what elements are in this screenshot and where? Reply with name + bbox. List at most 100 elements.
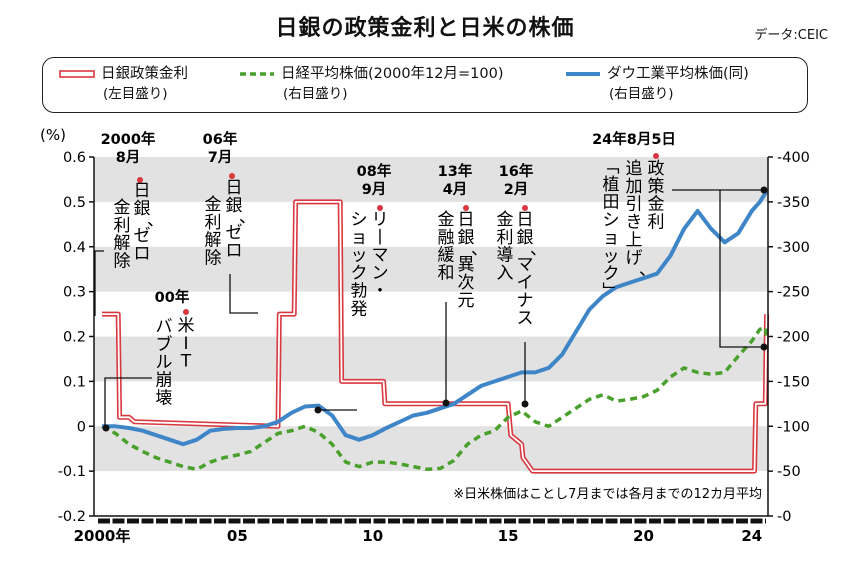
legend-swatch-rate: [59, 70, 95, 78]
x-tick-label: 24: [741, 527, 762, 545]
svg-text:金: 金: [648, 195, 665, 215]
svg-text:除: 除: [114, 252, 131, 272]
right-tick-label: -250: [777, 285, 810, 301]
annotation-label-06-jul: 06年: [203, 130, 238, 148]
svg-text:T: T: [180, 352, 192, 372]
legend-sub-rate: (左目盛り): [103, 86, 168, 102]
right-tick-label: -300: [777, 240, 810, 256]
svg-text:策: 策: [648, 177, 665, 197]
svg-text:ョ: ョ: [351, 228, 368, 248]
svg-text:上: 上: [626, 230, 643, 250]
source-note: データ:CEIC: [754, 28, 828, 43]
legend-item-dow: ダウ工業平均株価(同) (右目盛り): [565, 64, 749, 104]
svg-text:マ: マ: [517, 255, 534, 275]
svg-text:利: 利: [205, 213, 222, 233]
left-tick-label: -0.2: [58, 509, 86, 525]
right-tick-label: -400: [777, 150, 810, 166]
svg-text:イ: イ: [517, 273, 534, 293]
svg-text:ロ: ロ: [226, 241, 243, 261]
svg-text:発: 発: [351, 299, 368, 319]
svg-text:勃: 勃: [351, 281, 368, 301]
svg-text:入: 入: [497, 264, 514, 284]
chart-title: 日銀の政策金利と日米の株価: [275, 16, 575, 41]
svg-text:ク: ク: [603, 264, 620, 284]
annotation-dot: [522, 205, 528, 211]
svg-text:I: I: [183, 334, 188, 354]
annotation-dot: [183, 309, 189, 315]
grid-band-1: [94, 246, 768, 292]
svg-text:丨: 丨: [372, 228, 389, 248]
annotation-leader: [104, 377, 152, 428]
left-axis-unit: (%): [40, 126, 66, 144]
annotation-dot: [229, 173, 235, 179]
right-tick-label: -100: [777, 419, 810, 435]
left-tick-label: -0.1: [58, 464, 86, 480]
footnote: ※日米株価はことし7月までは各月までの12カ月平均: [453, 486, 762, 502]
legend-label-nikkei: 日経平均株価(2000年12月=100): [281, 66, 504, 82]
svg-text:、: 、: [639, 260, 656, 280]
x-tick-label: 2000年: [74, 527, 131, 545]
svg-text:﹁: ﹁: [603, 157, 620, 177]
annotation-dot: [137, 177, 143, 183]
svg-text:利: 利: [114, 216, 131, 236]
annotation-text-2000-aug-1: 日銀、ゼロ: [134, 181, 165, 264]
annotation-label-00: 00年: [155, 288, 190, 306]
annotation-leader: [719, 190, 764, 348]
left-tick-label: 0: [77, 419, 86, 435]
svg-text:﹂: ﹂: [603, 282, 620, 302]
svg-text:、: 、: [239, 208, 256, 228]
annotation-point: [102, 424, 110, 432]
svg-text:銀: 銀: [458, 228, 475, 248]
annotation-leader: [229, 274, 258, 314]
svg-text:追: 追: [626, 159, 643, 179]
svg-text:元: 元: [458, 291, 475, 311]
svg-text:植: 植: [603, 175, 620, 195]
svg-text:日: 日: [134, 181, 151, 201]
svg-text:銀: 銀: [134, 199, 151, 219]
svg-text:利: 利: [648, 213, 665, 233]
svg-text:ョ: ョ: [603, 228, 620, 248]
svg-text:政: 政: [648, 159, 665, 179]
svg-text:金: 金: [497, 210, 514, 230]
svg-text:銀: 銀: [226, 196, 243, 216]
left-tick-label: 0.4: [63, 240, 86, 256]
series-line-dow: [102, 190, 769, 447]
svg-text:ッ: ッ: [603, 246, 620, 266]
annotation-label-2000-aug: 2000年: [101, 130, 156, 148]
svg-text:米: 米: [178, 316, 195, 336]
x-tick-label: 15: [498, 527, 519, 545]
svg-text:引: 引: [626, 195, 643, 215]
legend: 日銀政策金利 (左目盛り) 日経平均株価(2000年12月=100) (右目盛り…: [42, 57, 808, 113]
svg-text:ロ: ロ: [134, 244, 151, 264]
legend-swatch-dow: [566, 72, 600, 76]
right-tick-label: -350: [777, 195, 810, 211]
annotation-point: [760, 186, 768, 194]
svg-text:ッ: ッ: [351, 246, 368, 266]
grid-band-0: [94, 157, 768, 202]
svg-text:崩: 崩: [156, 371, 173, 391]
annotation-leader: [94, 250, 104, 316]
left-tick-label: 0.2: [63, 330, 86, 346]
x-tick-label: 20: [633, 527, 654, 545]
svg-text:シ: シ: [351, 210, 368, 230]
svg-text:ゼ: ゼ: [134, 226, 151, 246]
svg-text:田: 田: [603, 193, 620, 213]
annotation-dot: [377, 205, 383, 211]
svg-text:、: 、: [471, 240, 488, 260]
annotation-label-13-apr: 4月: [443, 181, 468, 198]
annotation-dot: [463, 205, 469, 211]
annotation-dot: [653, 153, 659, 159]
svg-text:除: 除: [205, 249, 222, 269]
legend-item-rate: 日銀政策金利 (左目盛り): [59, 64, 188, 104]
annotation-text-it-1: 米IT: [178, 316, 195, 372]
annotation-label-08-sep: 08年: [357, 162, 392, 180]
series-line-rate-inner: [102, 201, 768, 472]
x-tick-label: 10: [362, 527, 383, 545]
